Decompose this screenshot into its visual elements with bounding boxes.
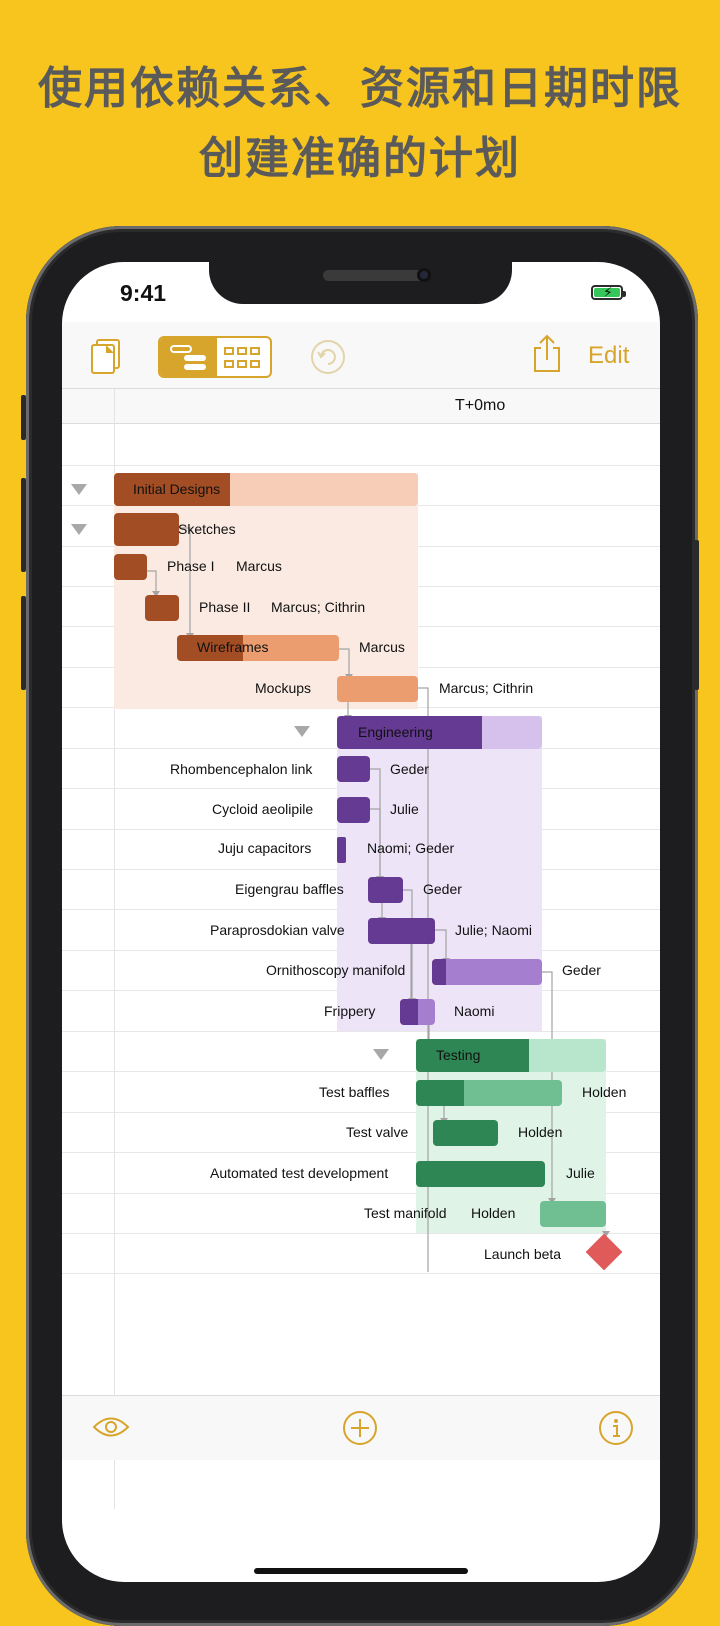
cycloid-title: Cycloid aeolipile — [212, 801, 314, 817]
collapse-sketches-toggle[interactable] — [71, 524, 87, 535]
mute-switch — [21, 395, 26, 440]
wireframes-resource: Marcus — [359, 639, 405, 655]
mockups-resource: Marcus; Cithrin — [439, 680, 534, 696]
wireframes-title: Wireframes — [197, 639, 269, 655]
automated-test-title: Automated test development — [210, 1165, 389, 1181]
sketches-bar[interactable] — [114, 513, 179, 546]
design-group-progress — [114, 473, 230, 506]
phase1-title: Phase I — [167, 558, 215, 574]
phase2-bar[interactable] — [145, 595, 179, 621]
row-separator — [62, 1233, 660, 1234]
rhombencephalon-resource: Geder — [390, 761, 429, 777]
row-separator — [62, 1031, 660, 1032]
testing-group-progress — [416, 1039, 529, 1072]
share-icon[interactable] — [532, 334, 562, 379]
speaker — [323, 270, 427, 281]
test-manifold-resource: Holden — [471, 1205, 516, 1221]
dependency-arrows — [146, 527, 610, 1272]
mockups-title: Mockups — [255, 680, 312, 696]
collapse-design-toggle[interactable] — [71, 484, 87, 495]
volume-up-button — [21, 478, 26, 572]
bottom-toolbar — [62, 1395, 660, 1460]
juju-resource: Naomi; Geder — [367, 840, 455, 856]
eye-icon[interactable] — [92, 1412, 130, 1447]
paraprosdokian-title: Paraprosdokian valve — [210, 922, 345, 938]
phase2-resource: Marcus; Cithrin — [271, 599, 366, 615]
wireframes-progress — [177, 635, 243, 661]
juju-bar[interactable] — [337, 837, 346, 863]
automated-test-resource: Julie — [566, 1165, 595, 1181]
sketches-title: Sketches — [178, 521, 236, 537]
volume-down-button — [21, 596, 26, 690]
gantt-view-icon — [170, 345, 206, 370]
status-time: 9:41 — [120, 280, 167, 306]
frippery-progress — [400, 999, 418, 1025]
frippery-resource: Naomi — [454, 1003, 495, 1019]
engineering-group-progress — [337, 716, 482, 749]
undo-icon[interactable] — [310, 339, 346, 380]
phase1-bar[interactable] — [114, 554, 147, 580]
ornithoscopy-bar[interactable] — [432, 959, 542, 985]
timeline-column-label: T+0mo — [455, 397, 506, 414]
gantt-view-tab[interactable] — [160, 338, 217, 376]
design-group-region — [114, 473, 418, 709]
row-separator — [62, 1273, 660, 1274]
view-segmented-control[interactable] — [158, 336, 272, 378]
row-separator — [62, 1071, 660, 1072]
outline-divider — [114, 389, 115, 1509]
engineering-group-title: Engineering — [358, 724, 433, 740]
promo-title-line1: 使用依赖关系、资源和日期时限 — [38, 63, 682, 114]
cycloid-resource: Julie — [390, 801, 419, 817]
test-baffles-title: Test baffles — [319, 1084, 390, 1100]
test-valve-resource: Holden — [518, 1124, 563, 1140]
row-separator — [62, 1193, 660, 1194]
cycloid-bar[interactable] — [337, 797, 370, 823]
test-valve-title: Test valve — [346, 1124, 409, 1140]
test-baffles-progress — [416, 1080, 464, 1106]
test-valve-bar[interactable] — [433, 1120, 498, 1146]
front-camera — [417, 268, 431, 282]
ornithoscopy-progress — [432, 959, 446, 985]
test-manifold-bar[interactable] — [540, 1201, 606, 1227]
ornithoscopy-title: Ornithoscopy manifold — [266, 962, 406, 978]
row-separator — [62, 1152, 660, 1153]
collapse-testing-toggle[interactable] — [373, 1049, 389, 1060]
automated-test-bar[interactable] — [416, 1161, 545, 1187]
battery-icon: ⚡ — [591, 284, 626, 300]
rhombencephalon-title: Rhombencephalon link — [170, 761, 313, 777]
network-view-icon[interactable] — [221, 345, 265, 376]
info-icon[interactable] — [598, 1410, 634, 1451]
eigengrau-title: Eigengrau baffles — [235, 881, 344, 897]
frippery-title: Frippery — [324, 1003, 376, 1019]
edit-button[interactable]: Edit — [588, 342, 630, 369]
design-group-title: Initial Designs — [133, 481, 221, 497]
paraprosdokian-bar[interactable] — [368, 918, 435, 944]
phase1-resource: Marcus — [236, 558, 282, 574]
collapse-engineering-toggle[interactable] — [294, 726, 310, 737]
timeline-header: T+0mo — [62, 389, 660, 424]
top-toolbar: Edit — [62, 322, 660, 389]
notch — [209, 262, 512, 304]
launch-beta-title: Launch beta — [484, 1246, 562, 1262]
test-baffles-resource: Holden — [582, 1084, 627, 1100]
juju-title: Juju capacitors — [218, 840, 312, 856]
row-separator — [62, 465, 660, 466]
mockups-bar[interactable] — [337, 676, 418, 702]
eigengrau-resource: Geder — [423, 881, 462, 897]
phase2-title: Phase II — [199, 599, 251, 615]
app-screen: 9:41 ⚡ Edit T+0mo — [62, 262, 660, 1582]
add-icon[interactable] — [342, 1410, 378, 1451]
home-indicator[interactable] — [254, 1568, 468, 1574]
promo-title-line2: 创建准确的计划 — [199, 133, 521, 184]
paraprosdokian-resource: Julie; Naomi — [455, 922, 533, 938]
power-button — [694, 540, 699, 690]
ornithoscopy-resource: Geder — [562, 962, 601, 978]
testing-group-title: Testing — [436, 1047, 481, 1063]
test-manifold-title: Test manifold — [364, 1205, 447, 1221]
eigengrau-bar[interactable] — [368, 877, 403, 903]
rhombencephalon-bar[interactable] — [337, 756, 370, 782]
row-separator — [62, 1112, 660, 1113]
documents-icon[interactable] — [89, 338, 123, 379]
